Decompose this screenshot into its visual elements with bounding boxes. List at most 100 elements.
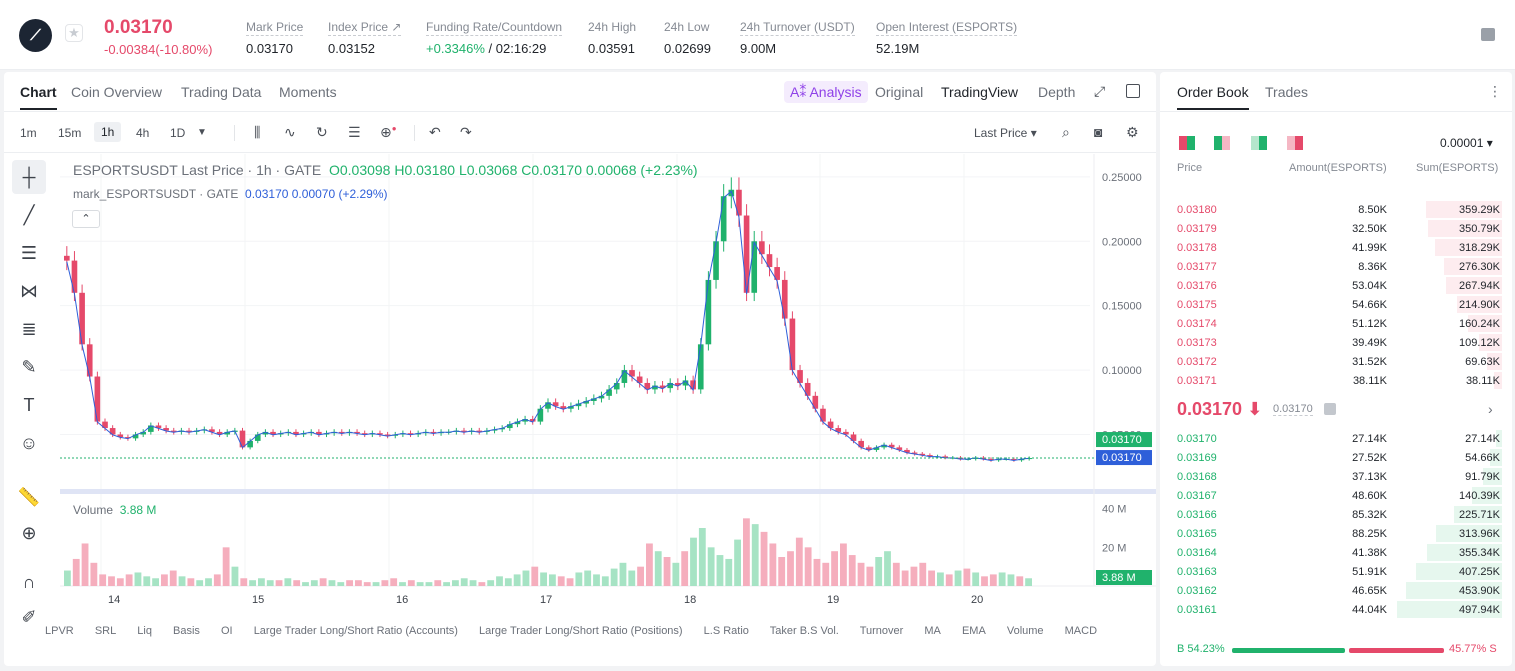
tab-coin-overview[interactable]: Coin Overview <box>71 84 163 100</box>
ai-analysis-button[interactable]: A⁑ Analysis <box>784 81 868 103</box>
pattern-icon[interactable]: ⋈ <box>20 281 38 301</box>
indicator-lpvr[interactable]: LPVR <box>45 625 74 637</box>
candle <box>522 419 528 422</box>
settings-gear-icon[interactable]: ⚙ <box>1126 124 1139 140</box>
depth-bar <box>1428 220 1502 237</box>
layout-bids-icon[interactable] <box>1251 136 1267 150</box>
trendline-icon[interactable]: ╱ <box>23 205 35 225</box>
indicator-ema[interactable]: EMA <box>961 625 986 637</box>
row-sum: 318.29K <box>1459 242 1500 254</box>
indicator-macd[interactable]: MACD <box>1064 625 1098 637</box>
chevron-right-icon[interactable]: › <box>1488 401 1493 417</box>
indicator-basis[interactable]: Basis <box>173 625 200 637</box>
ask-row[interactable]: 0.03173 39.49K 109.12K <box>1172 333 1502 352</box>
stat-label[interactable]: Open Interest (ESPORTS) <box>876 20 1018 36</box>
interval-1m[interactable]: 1m <box>20 126 37 140</box>
bid-row[interactable]: 0.03167 48.60K 140.39K <box>1172 486 1502 505</box>
add-indicator-icon[interactable]: ⊕● <box>380 124 397 140</box>
layout-split-icon[interactable] <box>1214 136 1230 150</box>
zoom-in-icon[interactable]: ⊕ <box>21 523 37 543</box>
candle <box>102 421 108 429</box>
ask-row[interactable]: 0.03180 8.50K 359.29K <box>1172 200 1502 219</box>
emoji-icon[interactable]: ☺ <box>19 433 39 453</box>
ask-row[interactable]: 0.03179 32.50K 350.79K <box>1172 219 1502 238</box>
indicators-icon[interactable]: ∿ <box>284 124 296 140</box>
crosshair-icon[interactable]: ┼ <box>12 160 46 194</box>
book-icon[interactable] <box>1481 28 1495 41</box>
view-tradingview[interactable]: TradingView <box>941 84 1019 100</box>
undo-icon[interactable]: ↶ <box>429 124 441 140</box>
ask-row[interactable]: 0.03177 8.36K 276.30K <box>1172 257 1502 276</box>
candle-type-icon[interactable]: ⫼ <box>254 124 261 140</box>
chart-area[interactable]: 0.250000.200000.150000.100000.0500014151… <box>60 154 1156 666</box>
lock-draw-icon[interactable]: ✐ <box>21 607 37 627</box>
price-type-select[interactable]: Last Price ▾ <box>974 126 1037 140</box>
layout-both-icon[interactable] <box>1179 136 1195 150</box>
interval-15m[interactable]: 15m <box>58 126 82 140</box>
ask-row[interactable]: 0.03172 31.52K 69.63K <box>1172 352 1502 371</box>
fullscreen-icon[interactable]: ⤢ <box>1094 83 1106 99</box>
more-menu-icon[interactable]: ⋮ <box>1488 83 1502 99</box>
window-icon[interactable] <box>1126 84 1140 98</box>
indicator-lt-positions[interactable]: Large Trader Long/Short Ratio (Positions… <box>478 625 683 637</box>
interval-dropdown-icon[interactable]: ▼ <box>197 127 207 138</box>
stat-label[interactable]: Funding Rate/Countdown <box>426 20 563 36</box>
fib-icon[interactable]: ≣ <box>21 319 37 339</box>
indicator-lt-accounts[interactable]: Large Trader Long/Short Ratio (Accounts) <box>253 625 458 637</box>
indicator-volume[interactable]: Volume <box>1006 625 1044 637</box>
candle <box>575 403 582 407</box>
ask-row[interactable]: 0.03176 53.04K 267.94K <box>1172 276 1502 295</box>
candle <box>163 428 169 431</box>
indicator-ls-ratio[interactable]: L.S Ratio <box>703 625 749 637</box>
interval-4h[interactable]: 4h <box>136 126 150 140</box>
bid-row[interactable]: 0.03168 37.13K 91.79K <box>1172 467 1502 486</box>
camera-icon[interactable]: ◙ <box>1094 124 1103 140</box>
bid-row[interactable]: 0.03164 41.38K 355.34K <box>1172 543 1502 562</box>
bid-row[interactable]: 0.03163 51.91K 407.25K <box>1172 562 1502 581</box>
magnet-icon[interactable]: ∩ <box>22 572 36 592</box>
bid-row[interactable]: 0.03161 44.04K 497.94K <box>1172 600 1502 619</box>
brush-icon[interactable]: ✎ <box>21 357 37 377</box>
collapse-legend-button[interactable]: ⌃ <box>72 210 100 228</box>
indicator-taker-vol[interactable]: Taker B.S Vol. <box>769 625 839 637</box>
indicator-ma[interactable]: MA <box>924 625 941 637</box>
template-icon[interactable]: ☰ <box>348 124 361 140</box>
view-original[interactable]: Original <box>875 84 924 100</box>
stat-label[interactable]: Mark Price <box>246 20 304 36</box>
refresh-icon[interactable]: ↻ <box>316 124 328 140</box>
stat-label[interactable]: Index Price ↗ <box>328 20 402 36</box>
layout-asks-icon[interactable] <box>1287 136 1303 150</box>
volume-tick-label: 20 M <box>1102 542 1126 554</box>
redo-icon[interactable]: ↷ <box>460 124 472 140</box>
search-icon[interactable]: ⌕ <box>1062 124 1070 140</box>
volume-label: Volume <box>73 503 114 517</box>
ruler-icon[interactable]: 📏 <box>17 487 41 507</box>
text-icon[interactable]: T <box>23 395 35 415</box>
indicator-liq[interactable]: Liq <box>137 625 152 637</box>
bid-row[interactable]: 0.03170 27.14K 27.14K <box>1172 429 1502 448</box>
stat-label[interactable]: 24h Turnover (USDT) <box>740 20 855 36</box>
precision-select[interactable]: 0.00001 ▾ <box>1440 136 1493 150</box>
interval-1d[interactable]: 1D <box>170 126 186 140</box>
tab-chart[interactable]: Chart <box>20 84 57 110</box>
ask-row[interactable]: 0.03174 51.12K 160.24K <box>1172 314 1502 333</box>
indicator-oi[interactable]: OI <box>221 625 233 637</box>
tab-trades[interactable]: Trades <box>1265 84 1309 100</box>
favorite-star-icon[interactable]: ★ <box>65 24 83 42</box>
bid-row[interactable]: 0.03165 88.25K 313.96K <box>1172 524 1502 543</box>
tab-moments[interactable]: Moments <box>279 84 337 100</box>
ask-row[interactable]: 0.03171 38.11K 38.11K <box>1172 371 1502 390</box>
horizontal-lines-icon[interactable]: ☰ <box>20 243 38 263</box>
bid-row[interactable]: 0.03169 27.52K 54.66K <box>1172 448 1502 467</box>
tab-trading-data[interactable]: Trading Data <box>181 84 262 100</box>
indicator-turnover[interactable]: Turnover <box>859 625 904 637</box>
ask-row[interactable]: 0.03178 41.99K 318.29K <box>1172 238 1502 257</box>
bid-row[interactable]: 0.03162 46.65K 453.90K <box>1172 581 1502 600</box>
tab-order-book[interactable]: Order Book <box>1177 84 1249 110</box>
view-depth[interactable]: Depth <box>1038 84 1076 100</box>
bid-row[interactable]: 0.03166 85.32K 225.71K <box>1172 505 1502 524</box>
interval-1h[interactable]: 1h <box>94 122 122 142</box>
candlestick-chart[interactable]: 0.250000.200000.150000.100000.0500014151… <box>60 154 1156 666</box>
ask-row[interactable]: 0.03175 54.66K 214.90K <box>1172 295 1502 314</box>
indicator-srl[interactable]: SRL <box>94 625 117 637</box>
